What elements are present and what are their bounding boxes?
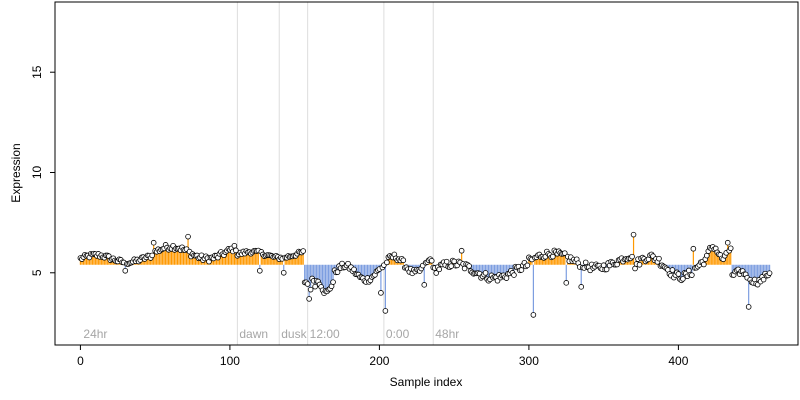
data-point <box>280 269 287 276</box>
data-point <box>656 255 662 262</box>
x-tick-label: 400 <box>668 354 688 368</box>
data-point <box>149 252 155 259</box>
data-point <box>384 259 390 266</box>
marker-label: 0:00 <box>386 327 410 341</box>
data-point <box>257 267 263 274</box>
data-point <box>724 239 731 246</box>
data-point <box>561 250 568 256</box>
data-point <box>458 247 465 254</box>
data-point <box>421 282 428 288</box>
data-point <box>306 296 312 302</box>
marker-label: 48hr <box>435 327 459 341</box>
data-point <box>530 312 537 318</box>
y-axis: 5 10 15 <box>30 65 55 276</box>
data-point <box>433 270 440 276</box>
data-point <box>680 276 686 282</box>
data-point <box>300 248 306 254</box>
data-point <box>233 247 239 254</box>
y-tick-label: 15 <box>30 65 44 79</box>
x-tick-label: 300 <box>519 354 539 368</box>
data-point <box>766 270 773 276</box>
data-point <box>629 253 635 260</box>
data-point <box>312 283 318 290</box>
data-point <box>307 286 314 293</box>
data-point <box>690 245 697 252</box>
data-point <box>330 279 336 285</box>
x-axis-label: Sample index <box>390 375 463 389</box>
data-point <box>351 266 357 273</box>
data-point <box>443 258 450 265</box>
data-point <box>727 245 734 252</box>
x-tick-label: 0 <box>77 354 84 368</box>
corner-label: 24hr <box>83 327 107 341</box>
data-point <box>428 257 435 264</box>
data-point <box>689 272 695 278</box>
data-point <box>231 242 238 249</box>
marker-label: dawn <box>239 327 268 341</box>
marker-lines <box>236 2 434 345</box>
x-axis: 0 100 200 300 400 <box>77 345 689 368</box>
y-tick-label: 5 <box>30 269 44 276</box>
data-point <box>630 231 637 238</box>
marker-label: 12:00 <box>310 327 340 341</box>
data-points <box>77 231 773 318</box>
data-point <box>466 263 472 269</box>
data-point <box>122 267 129 274</box>
y-tick-label: 10 <box>30 166 44 180</box>
data-point <box>582 259 589 266</box>
data-point <box>669 267 676 273</box>
data-point <box>150 239 157 246</box>
data-point <box>448 263 454 269</box>
data-point <box>524 262 531 269</box>
x-tick-label: 100 <box>220 354 240 368</box>
data-point <box>518 267 525 273</box>
data-point <box>436 266 443 273</box>
marker-label: dusk <box>281 327 307 341</box>
data-point <box>578 284 585 290</box>
data-point <box>382 308 389 314</box>
data-point <box>760 276 767 283</box>
marker-labels: 24hr dawn dusk 12:00 0:00 48hr <box>83 327 459 341</box>
data-point <box>563 280 570 286</box>
y-axis-label: Expression <box>9 143 23 202</box>
data-point <box>675 271 682 277</box>
data-point <box>550 253 556 260</box>
plot-frame <box>54 1 799 346</box>
data-point <box>378 290 384 296</box>
data-point <box>632 265 638 272</box>
data-point <box>745 304 752 310</box>
data-point <box>334 269 341 275</box>
x-tick-label: 200 <box>369 354 389 368</box>
data-point <box>482 270 489 276</box>
data-point <box>603 266 610 273</box>
data-point <box>345 260 351 267</box>
data-point <box>701 261 707 268</box>
data-point <box>304 281 311 287</box>
data-point <box>400 257 407 264</box>
data-point <box>636 261 643 268</box>
data-point <box>511 272 517 278</box>
data-point <box>185 233 191 240</box>
